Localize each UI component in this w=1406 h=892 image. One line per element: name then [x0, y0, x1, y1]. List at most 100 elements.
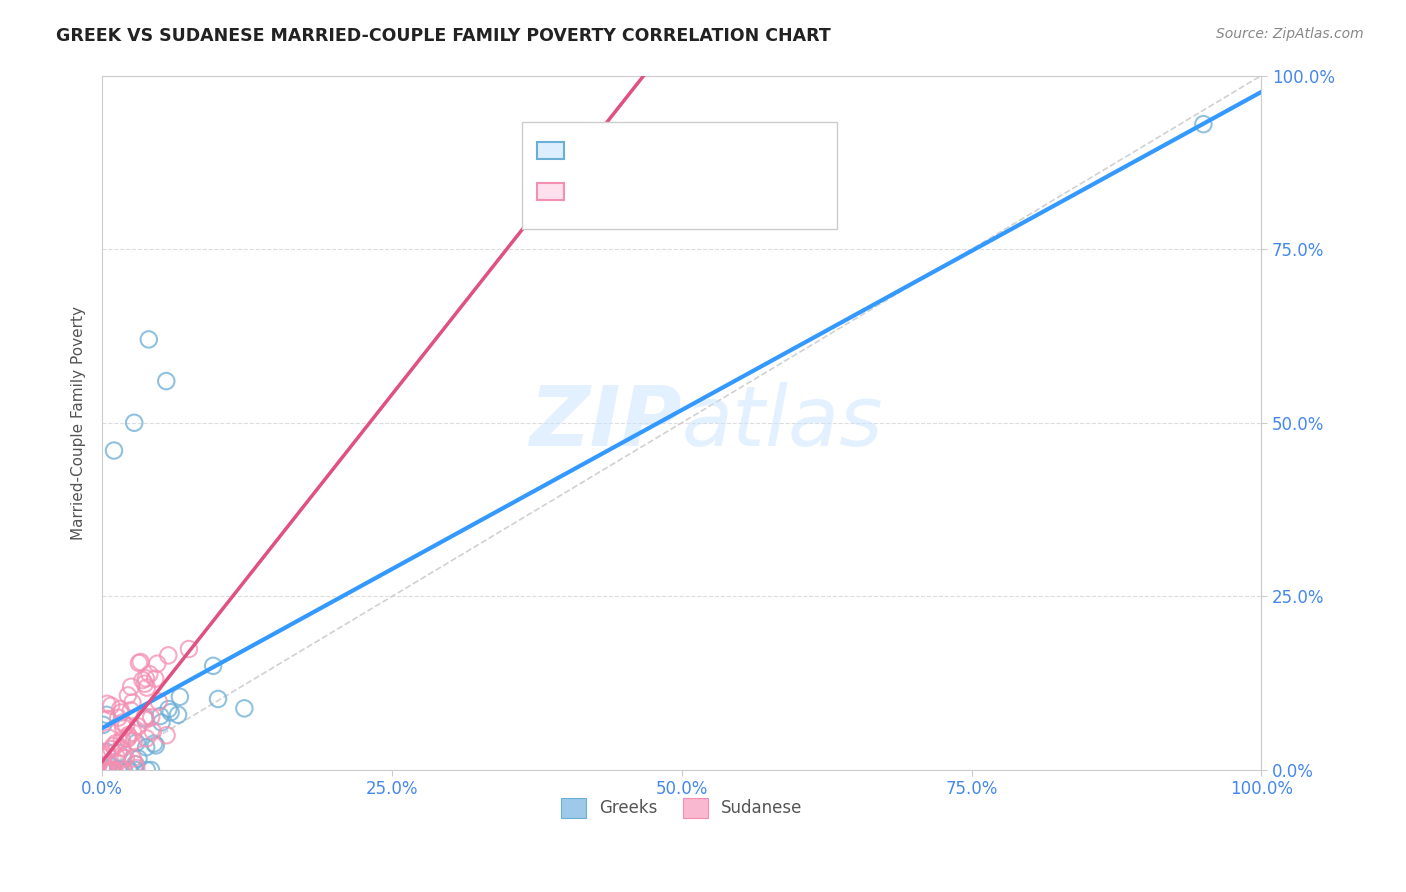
Point: [105, 750, 128, 764]
Point: [121, 751, 143, 765]
Point: [98, 763, 121, 777]
Point: [111, 741, 134, 756]
Point: [134, 677, 156, 691]
Text: atlas: atlas: [682, 383, 883, 463]
Point: [125, 736, 148, 750]
Point: [207, 692, 229, 706]
Point: [135, 740, 157, 755]
Point: [135, 763, 157, 777]
Text: GREEK VS SUDANESE MARRIED-COUPLE FAMILY POVERTY CORRELATION CHART: GREEK VS SUDANESE MARRIED-COUPLE FAMILY …: [56, 27, 831, 45]
Text: 38: 38: [725, 142, 751, 160]
Point: [110, 706, 132, 720]
Point: [157, 648, 180, 663]
Point: [103, 443, 125, 458]
Point: [101, 763, 124, 777]
Point: [107, 746, 129, 760]
Point: [117, 731, 139, 746]
Text: N =: N =: [669, 142, 727, 160]
Point: [94, 763, 117, 777]
Point: [97, 763, 120, 777]
Point: [118, 763, 141, 777]
Point: [138, 667, 160, 681]
Point: [129, 655, 152, 669]
Point: [96, 712, 118, 726]
Point: [169, 690, 191, 704]
Point: [134, 713, 156, 727]
Point: [107, 756, 129, 770]
Point: [122, 726, 145, 740]
Point: [96, 745, 118, 759]
Point: [103, 763, 125, 777]
Point: [177, 642, 200, 657]
Point: [105, 736, 128, 750]
Point: [100, 763, 122, 777]
Point: [111, 715, 134, 730]
Point: [146, 657, 169, 671]
Point: [135, 672, 157, 686]
Point: [121, 696, 143, 710]
Point: [142, 724, 165, 739]
Point: [91, 757, 114, 772]
Point: [100, 763, 122, 777]
Point: [117, 763, 139, 777]
Point: [112, 751, 135, 765]
Point: [124, 757, 146, 772]
Point: [114, 751, 136, 765]
Point: [167, 707, 190, 722]
Point: [120, 680, 142, 694]
Point: [124, 757, 146, 772]
Point: [103, 739, 125, 753]
Point: [91, 763, 114, 777]
Point: [112, 763, 135, 777]
Point: [100, 742, 122, 756]
Point: [101, 763, 124, 777]
Point: [111, 732, 134, 747]
Point: [97, 763, 120, 777]
Point: [157, 702, 180, 716]
Text: R =: R =: [574, 142, 613, 160]
Point: [135, 681, 157, 695]
Point: [124, 763, 146, 777]
Point: [143, 672, 166, 686]
Point: [100, 763, 122, 777]
Point: [127, 719, 149, 733]
Text: N =: N =: [669, 182, 727, 200]
Point: [134, 709, 156, 723]
Legend: Greeks, Sudanese: Greeks, Sudanese: [554, 791, 808, 824]
Point: [125, 761, 148, 775]
Point: [108, 763, 131, 777]
Point: [120, 703, 142, 717]
Point: [122, 734, 145, 748]
Point: [202, 658, 225, 673]
Point: [91, 747, 114, 762]
Point: [131, 673, 153, 687]
Y-axis label: Married-Couple Family Poverty: Married-Couple Family Poverty: [72, 306, 86, 540]
Point: [138, 333, 160, 347]
Point: [117, 728, 139, 742]
Point: [108, 702, 131, 716]
Text: Source: ZipAtlas.com: Source: ZipAtlas.com: [1216, 27, 1364, 41]
Point: [107, 763, 129, 777]
Point: [96, 707, 118, 722]
Text: R =: R =: [574, 182, 613, 200]
Point: [149, 709, 172, 723]
Point: [135, 731, 157, 746]
Point: [150, 715, 173, 730]
Text: 63: 63: [725, 182, 751, 200]
Point: [159, 705, 181, 719]
Point: [117, 730, 139, 744]
Text: ZIP: ZIP: [529, 383, 682, 463]
Point: [98, 756, 121, 771]
Point: [148, 694, 170, 708]
Point: [91, 750, 114, 764]
Point: [93, 763, 115, 777]
Text: 0.614: 0.614: [619, 182, 675, 200]
Point: [141, 710, 163, 724]
Point: [128, 656, 150, 670]
Point: [97, 731, 120, 745]
Point: [117, 689, 139, 703]
Point: [100, 698, 122, 713]
Point: [115, 718, 138, 732]
Point: [139, 763, 162, 777]
Point: [155, 728, 177, 742]
